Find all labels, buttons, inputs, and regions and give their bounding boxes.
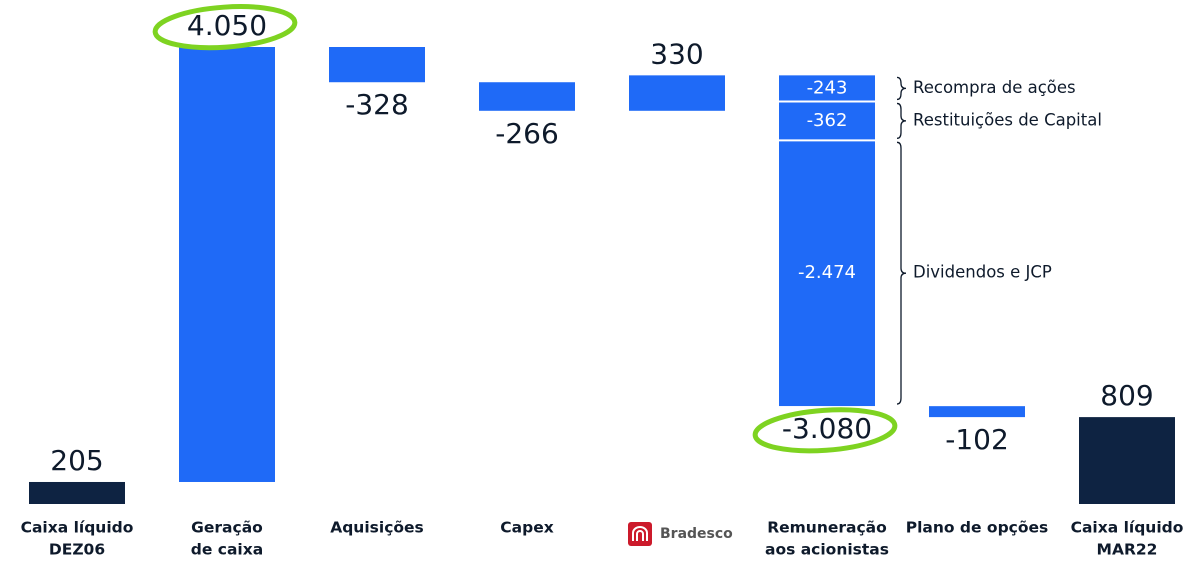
value-label: -266	[495, 117, 559, 150]
breakdown-label: Recompra de ações	[913, 78, 1076, 97]
bar	[479, 82, 575, 111]
breakdown-label: Restituições de Capital	[913, 110, 1102, 129]
value-label: -102	[945, 423, 1009, 456]
x-tick-label: Capex	[500, 519, 553, 537]
value-label: -3.080	[782, 412, 872, 445]
segment-label: -362	[807, 110, 848, 131]
x-tick-label: Geração	[191, 519, 263, 537]
bar	[329, 47, 425, 83]
bar	[629, 75, 725, 111]
value-label: -328	[345, 88, 409, 121]
bar	[29, 481, 125, 504]
x-tick-label: Caixa líquido	[1071, 519, 1184, 537]
bar	[179, 47, 275, 482]
x-tick-label: Bradesco	[660, 526, 733, 542]
value-label: 205	[50, 444, 103, 477]
value-label: 330	[650, 37, 703, 70]
segment-label: -243	[807, 77, 848, 98]
breakdown-segment	[779, 101, 875, 141]
value-label: 809	[1100, 379, 1153, 412]
bar	[929, 406, 1025, 418]
x-tick-label: Caixa líquido	[21, 519, 134, 537]
x-tick-label: MAR22	[1097, 541, 1158, 559]
segment-label: -2.474	[798, 262, 856, 283]
highlight-ring	[152, 4, 298, 51]
brace	[896, 76, 907, 101]
bar	[1079, 417, 1175, 504]
x-tick-label: aos acionistas	[765, 541, 889, 559]
value-label: 4.050	[187, 9, 267, 42]
brace	[896, 141, 907, 405]
x-tick-label: Plano de opções	[906, 519, 1049, 537]
x-tick-label: de caixa	[191, 541, 263, 559]
bradesco-logo	[628, 522, 652, 546]
breakdown-segment	[779, 140, 875, 407]
brace	[896, 102, 907, 139]
highlight-ring	[752, 407, 898, 454]
x-tick-label: Aquisições	[330, 519, 424, 537]
x-tick-label: DEZ06	[49, 541, 105, 559]
breakdown-label: Dividendos e JCP	[913, 263, 1052, 282]
breakdown-segment	[779, 75, 875, 102]
x-tick-label: Remuneração	[767, 519, 887, 537]
